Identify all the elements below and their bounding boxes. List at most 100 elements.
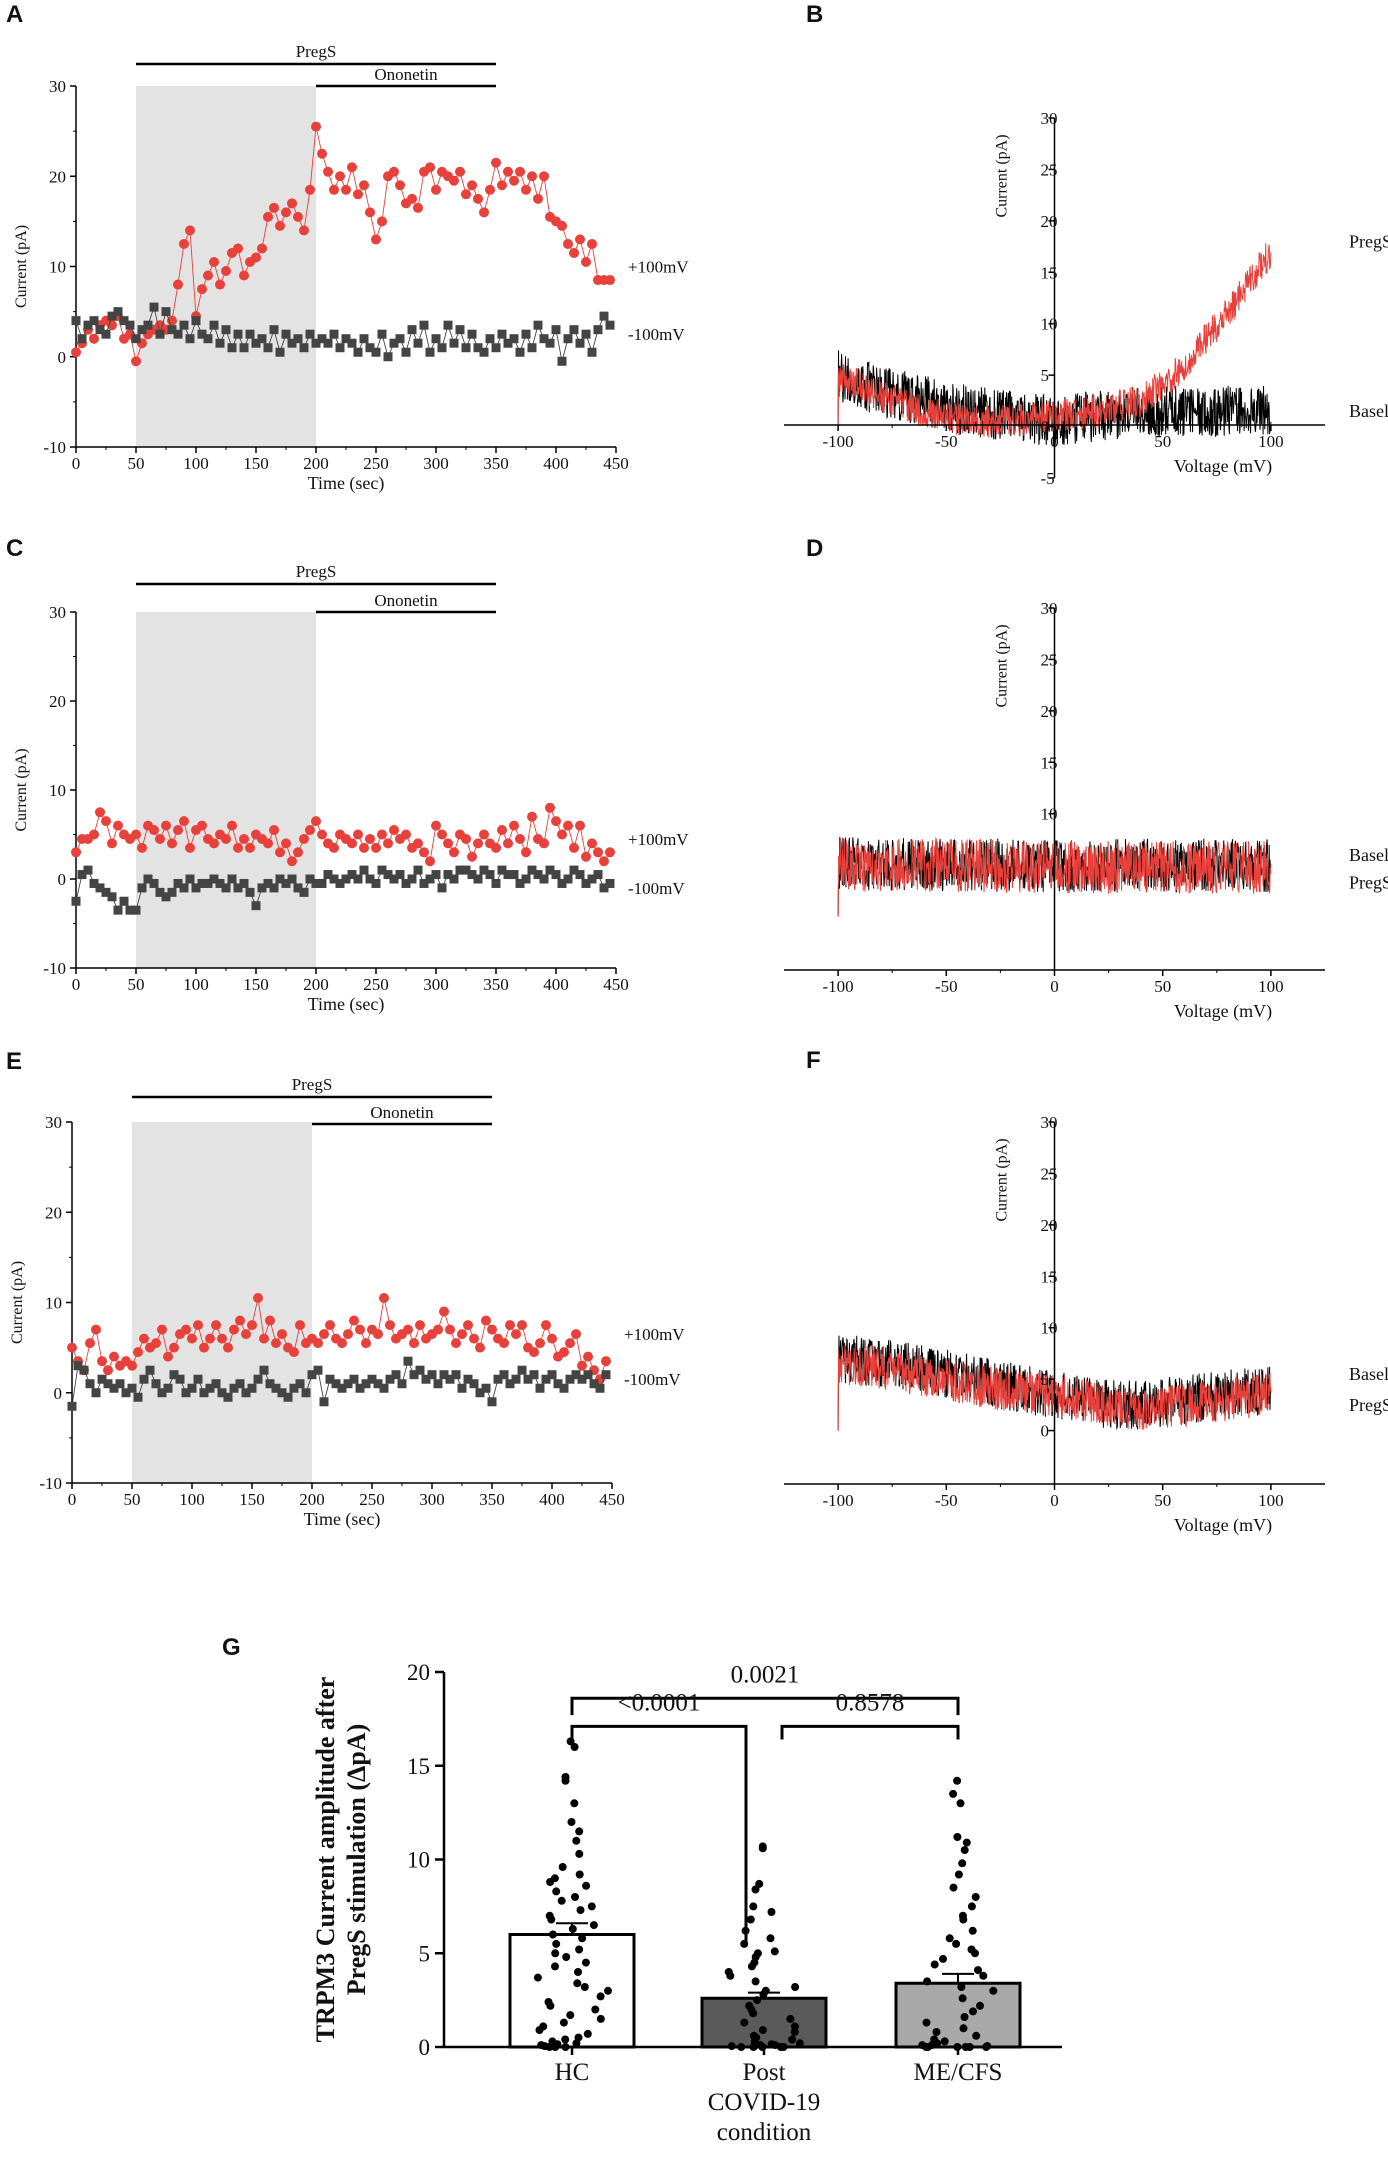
data-point [119, 316, 129, 326]
data-point [337, 1338, 347, 1349]
data-point [559, 2018, 568, 2027]
data-point [521, 184, 531, 195]
data-point [293, 211, 303, 222]
data-point [181, 1388, 191, 1398]
data-point [221, 883, 231, 893]
data-point [563, 334, 573, 344]
data-point [449, 874, 459, 884]
data-point [203, 878, 213, 888]
data-point [353, 189, 363, 200]
data-point [257, 243, 267, 254]
data-point [95, 883, 105, 893]
data-point [179, 238, 189, 249]
data-point [251, 901, 261, 911]
data-point [131, 334, 141, 344]
y-tick-label: -10 [43, 959, 66, 978]
data-point [599, 856, 609, 867]
data-point [293, 334, 303, 344]
data-point [271, 1383, 281, 1393]
data-point [409, 1338, 419, 1349]
data-point [587, 1902, 596, 1911]
data-point [193, 1320, 203, 1331]
legend-baseline: Baseline [1349, 1364, 1388, 1384]
data-point [570, 1743, 579, 1751]
y-tick-label: 15 [407, 1754, 430, 1779]
y-axis-label: Current (pA) [994, 134, 1011, 217]
data-point [365, 343, 375, 353]
data-point [551, 1949, 560, 1958]
data-point [299, 833, 309, 844]
data-point [539, 874, 549, 884]
data-point [791, 1983, 800, 1991]
data-point [751, 1977, 760, 1986]
data-point [125, 905, 135, 915]
data-point [71, 896, 81, 906]
data-point [185, 842, 195, 853]
data-point [301, 1388, 311, 1398]
data-point [89, 333, 99, 344]
data-point [403, 1324, 413, 1335]
data-point [575, 1849, 584, 1858]
data-point [383, 352, 393, 362]
data-point [107, 838, 117, 849]
data-point [463, 1320, 473, 1331]
panel-letter-E: E [6, 1048, 22, 1075]
data-point [581, 256, 591, 267]
data-point [199, 1342, 209, 1353]
data-point [497, 180, 507, 191]
data-point [485, 184, 495, 195]
data-point [311, 816, 321, 827]
legend-baseline: Baseline [1349, 401, 1388, 421]
data-point [958, 1994, 967, 2003]
x-tick-label: 150 [243, 454, 269, 473]
data-point [545, 338, 555, 348]
data-point [287, 198, 297, 209]
data-point [419, 878, 429, 888]
data-point [503, 338, 513, 348]
data-point [317, 148, 327, 159]
y-axis-label: Current (pA) [9, 1261, 26, 1344]
y-tick-label: 10 [49, 258, 66, 277]
data-point [373, 1329, 383, 1340]
data-point [371, 842, 381, 853]
data-point [553, 1379, 563, 1389]
data-point [353, 829, 363, 840]
data-point [467, 870, 477, 880]
data-point [962, 1838, 971, 1847]
data-point [377, 865, 387, 875]
data-point [591, 2005, 600, 2014]
x-tick-label: -50 [935, 1491, 958, 1510]
pregs-bar-label: PregS [296, 42, 337, 61]
data-point [546, 1878, 555, 1886]
data-point [179, 320, 189, 330]
data-point [960, 1846, 969, 1855]
data-point [155, 887, 165, 897]
data-point [758, 2026, 767, 2035]
data-point [960, 2013, 969, 2021]
data-point [593, 870, 603, 880]
data-point [371, 234, 381, 245]
data-point [580, 1983, 589, 1991]
data-point [475, 1342, 485, 1353]
data-point [431, 184, 441, 195]
data-point [209, 838, 219, 849]
data-point [197, 329, 207, 339]
data-point [443, 320, 453, 330]
data-point [479, 347, 489, 357]
data-point [191, 316, 201, 326]
y-tick-label: -5 [1041, 469, 1055, 488]
y-tick-label: 10 [407, 1848, 430, 1873]
data-point [582, 1881, 591, 1890]
data-point [353, 347, 363, 357]
x-tick-label: 300 [423, 975, 449, 994]
data-point [209, 320, 219, 330]
y-axis-label: Current (pA) [994, 1138, 1011, 1221]
data-point [593, 325, 603, 335]
data-point [85, 1338, 95, 1349]
data-point [149, 878, 159, 888]
data-point [241, 1329, 251, 1340]
data-point [103, 1379, 113, 1389]
data-point [419, 320, 429, 330]
data-point [541, 1320, 551, 1331]
data-point [299, 887, 309, 897]
